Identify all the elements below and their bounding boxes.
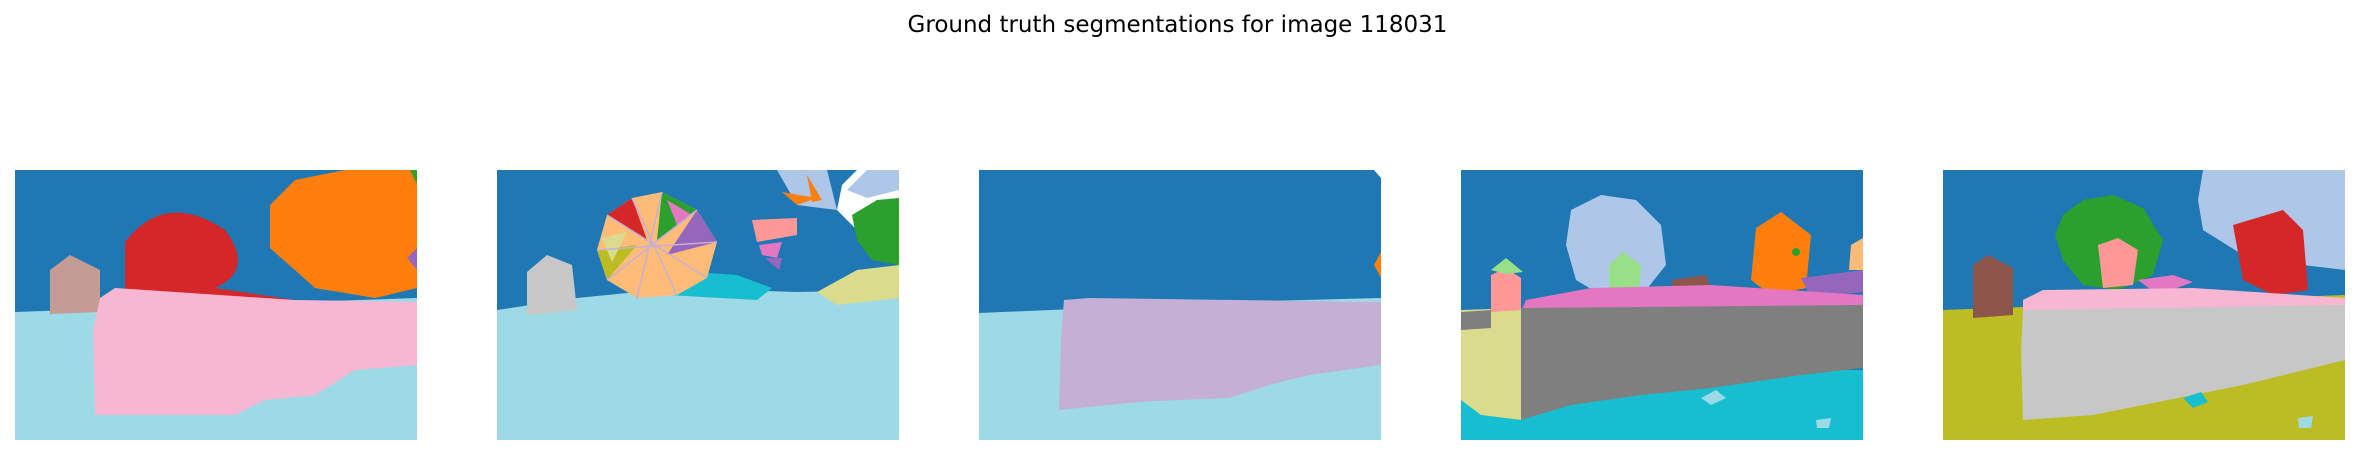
segmentation-panel-1 [15, 170, 417, 440]
segmentation-panel-5 [1943, 170, 2345, 440]
segmentation-panel-4 [1461, 170, 1863, 440]
segmentation-panel-3 [979, 170, 1381, 440]
segmentation-panel-2 [497, 170, 899, 440]
figure-title: Ground truth segmentations for image 118… [907, 12, 1448, 38]
